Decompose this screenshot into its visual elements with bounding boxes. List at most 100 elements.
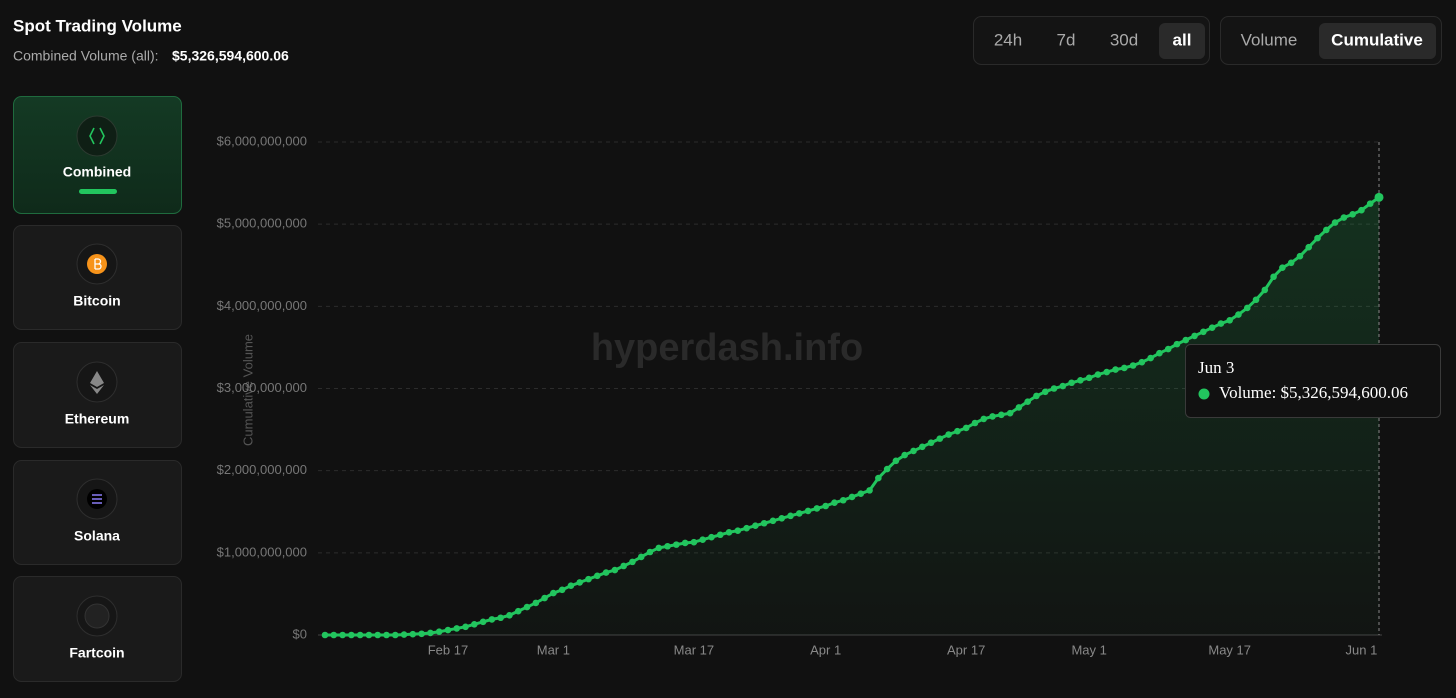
asset-icon-glyph	[89, 127, 105, 145]
point	[699, 536, 706, 543]
point	[1085, 374, 1093, 382]
range-button[interactable]: 7d	[1057, 30, 1076, 49]
point	[892, 457, 900, 465]
point	[383, 631, 390, 639]
point	[541, 594, 548, 602]
point	[1015, 404, 1023, 411]
asset-icon-glyph	[92, 494, 102, 504]
asset-name[interactable]: Combined	[63, 164, 131, 180]
point	[752, 522, 759, 530]
range-active	[1159, 23, 1205, 59]
point	[629, 558, 636, 566]
range-button[interactable]: 24h	[994, 30, 1022, 49]
y-axis-label: Cumulative Volume	[240, 334, 255, 446]
area	[325, 197, 1379, 635]
point	[1323, 226, 1330, 234]
y-tick-label: $0	[293, 626, 307, 641]
point	[1164, 345, 1172, 353]
point	[514, 607, 522, 615]
point	[673, 541, 680, 548]
watermark: hyperdash.info	[591, 327, 863, 369]
point	[980, 415, 988, 423]
asset-icon-glyph	[90, 371, 104, 394]
point	[1374, 192, 1384, 202]
asset-name[interactable]: Bitcoin	[73, 293, 120, 309]
point	[716, 531, 724, 539]
point	[602, 569, 610, 576]
tooltip-date: Jun 3	[1198, 358, 1234, 377]
point	[506, 611, 513, 619]
point	[769, 517, 777, 525]
tooltip-swatch	[1198, 388, 1210, 400]
point	[348, 631, 355, 639]
point	[1200, 328, 1207, 336]
range-button[interactable]: all	[1173, 30, 1192, 49]
point	[962, 424, 970, 432]
tooltip: Jun 3 Volume: $5,326,594,600.06	[1185, 344, 1441, 418]
point	[655, 544, 663, 552]
point	[330, 631, 338, 639]
point	[1305, 243, 1313, 251]
point	[1261, 286, 1269, 294]
point	[989, 413, 996, 420]
point	[839, 496, 847, 504]
point	[339, 631, 346, 639]
point	[1243, 304, 1251, 312]
point	[918, 443, 926, 451]
x-tick-label: Mar 17	[674, 642, 714, 657]
point	[497, 614, 504, 622]
point	[971, 419, 979, 427]
range-button[interactable]: 30d	[1110, 30, 1138, 49]
asset-name[interactable]: Fartcoin	[69, 645, 124, 661]
point	[1366, 200, 1374, 207]
point	[1217, 320, 1225, 327]
point	[532, 599, 540, 607]
point	[1296, 252, 1304, 260]
point	[901, 451, 908, 459]
point	[927, 439, 935, 447]
y-tick-label: $1,000,000,000	[217, 544, 307, 559]
point	[1050, 385, 1058, 392]
point	[593, 572, 601, 580]
active-indicator	[79, 189, 117, 194]
tooltip-box	[1185, 344, 1441, 418]
point	[875, 474, 882, 482]
point	[690, 538, 698, 546]
title: Spot Trading Volume	[13, 16, 182, 35]
point	[391, 631, 399, 639]
point	[787, 512, 794, 520]
point	[664, 542, 671, 550]
point	[1094, 371, 1102, 378]
point	[523, 603, 531, 611]
asset-icon-glyph	[94, 258, 102, 270]
mode-button[interactable]: Cumulative	[1331, 30, 1423, 49]
point	[1191, 332, 1198, 340]
asset-name[interactable]: Ethereum	[65, 411, 130, 427]
point	[1208, 324, 1216, 331]
x-tick-label: May 17	[1208, 642, 1251, 657]
point	[910, 447, 917, 455]
point	[866, 487, 873, 494]
mode-button[interactable]: Volume	[1241, 30, 1298, 49]
point	[1182, 336, 1190, 344]
asset-name[interactable]: Solana	[74, 528, 120, 544]
point	[796, 510, 803, 517]
point	[760, 519, 768, 527]
point	[1059, 382, 1067, 390]
asset-icon-glyph	[84, 603, 110, 629]
x-tick-label: Apr 1	[810, 642, 841, 657]
tooltip-value: Volume: $5,326,594,600.06	[1219, 383, 1408, 402]
point	[550, 589, 557, 597]
point	[576, 579, 584, 586]
point	[1314, 234, 1321, 242]
point	[936, 435, 944, 442]
plot: $0 $1,000,000,000 $2,000,000,000 $3,000,000…	[217, 133, 1441, 657]
x-tick-label: Apr 17	[947, 642, 985, 657]
point	[725, 528, 733, 536]
point	[462, 623, 469, 631]
x-tick-label: Mar 1	[537, 642, 570, 657]
point	[1112, 366, 1119, 373]
point	[1340, 214, 1348, 221]
subtitle-label: Combined Volume (all):	[13, 48, 159, 64]
